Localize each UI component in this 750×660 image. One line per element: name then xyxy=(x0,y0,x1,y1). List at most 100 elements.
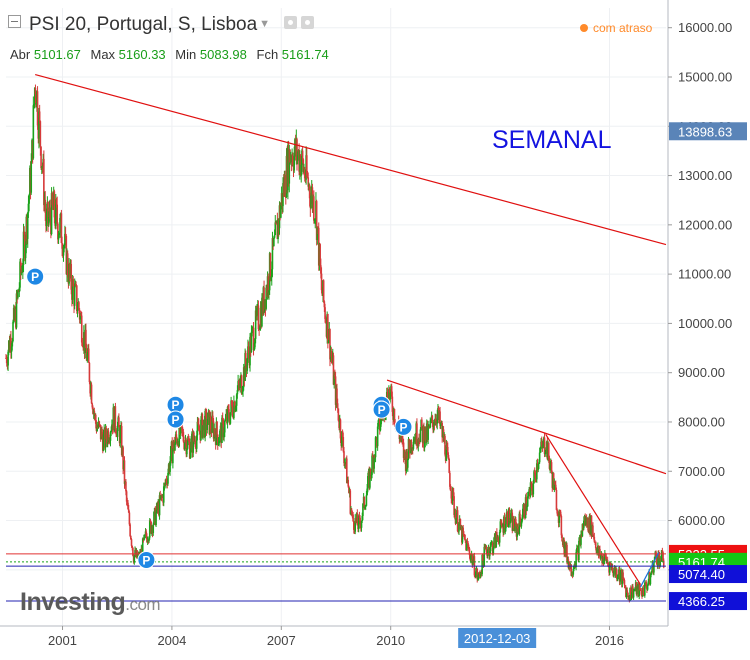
candle-body xyxy=(244,353,246,381)
candle-body xyxy=(252,327,255,351)
candle-body xyxy=(102,434,105,451)
pivot-marker[interactable] xyxy=(166,410,185,429)
candle-body xyxy=(609,563,612,565)
candle-body xyxy=(230,400,232,413)
candle-body xyxy=(267,276,270,293)
candle-body xyxy=(358,515,361,518)
candle-body xyxy=(193,432,195,441)
candle-body xyxy=(11,341,14,347)
instrument-title[interactable]: PSI 20, Portugal, S, Lisboa xyxy=(29,14,258,35)
candle-body xyxy=(251,328,253,332)
candle-body xyxy=(452,488,455,497)
chevron-down-icon[interactable]: ▼ xyxy=(259,18,271,30)
candle-body xyxy=(519,513,521,521)
candle-body xyxy=(246,358,249,371)
candle-body xyxy=(90,384,93,404)
candle-body xyxy=(485,545,488,552)
candle-body xyxy=(174,434,177,444)
pivot-marker-label: P xyxy=(142,553,150,567)
candle-body xyxy=(127,509,130,513)
status-dot-icon xyxy=(580,24,588,32)
pivot-marker[interactable] xyxy=(372,400,391,419)
candle-body xyxy=(526,496,529,507)
candle-body xyxy=(265,287,267,309)
pivot-marker[interactable] xyxy=(26,267,45,286)
candle-body xyxy=(149,520,152,522)
crosshair-date-label: 2012-12-03 xyxy=(464,631,531,646)
candle-body xyxy=(223,432,225,438)
candle-body xyxy=(650,572,652,575)
candle-body xyxy=(533,471,535,484)
candle-body xyxy=(236,390,239,395)
candle-body xyxy=(169,461,171,472)
candle-body xyxy=(289,149,291,163)
candle-body xyxy=(7,351,9,366)
trendline[interactable] xyxy=(545,433,641,585)
candle-body xyxy=(17,290,19,298)
candle-body xyxy=(123,460,126,484)
candle-body xyxy=(247,346,250,354)
candle-body xyxy=(333,375,335,385)
candle-body xyxy=(202,425,204,438)
candle-body xyxy=(655,557,658,565)
candle-body xyxy=(645,581,648,587)
candle-body xyxy=(306,155,308,176)
candle-body xyxy=(380,413,382,425)
pivot-marker[interactable] xyxy=(394,417,413,436)
candle-body xyxy=(593,536,596,542)
candle-body xyxy=(522,508,524,519)
candle-body xyxy=(348,486,350,494)
ohlc-close-value: 5161.74 xyxy=(281,47,329,62)
collapse-icon[interactable] xyxy=(8,15,21,28)
candle-body xyxy=(555,489,558,510)
candle-body xyxy=(224,418,227,421)
candle-body xyxy=(492,548,495,554)
candle-body xyxy=(361,515,364,522)
trendline[interactable] xyxy=(386,379,667,475)
candle-body xyxy=(401,435,403,440)
candle-body xyxy=(653,561,655,573)
candle-body xyxy=(544,453,547,455)
candle-body xyxy=(505,517,507,529)
candle-body xyxy=(605,556,608,562)
candle-body xyxy=(508,508,511,524)
trendline[interactable] xyxy=(35,73,667,246)
gear-icon[interactable] xyxy=(301,16,315,29)
candle-body xyxy=(76,309,79,312)
candle-body xyxy=(62,246,65,256)
candle-body xyxy=(54,199,57,226)
candle-body xyxy=(510,513,512,521)
candle-body xyxy=(197,421,199,424)
candle-body xyxy=(320,273,323,291)
candle-body xyxy=(133,555,136,563)
candle-body xyxy=(482,554,484,561)
candle-body xyxy=(55,199,58,205)
candle-body xyxy=(22,231,25,265)
plot-area[interactable] xyxy=(6,8,666,626)
candle-body xyxy=(51,193,54,205)
pivot-marker[interactable] xyxy=(137,550,156,569)
candle-body xyxy=(334,375,336,377)
candle-body xyxy=(465,541,468,551)
candle-body xyxy=(539,449,542,453)
candle-body xyxy=(47,201,49,224)
candle-body xyxy=(93,410,96,416)
candle-body xyxy=(478,572,481,574)
candle-body xyxy=(435,418,437,422)
candle-body xyxy=(115,429,117,435)
candle-body xyxy=(514,518,516,532)
candle-body xyxy=(534,473,537,480)
candle-body xyxy=(162,486,165,503)
candle-body xyxy=(307,177,310,187)
candle-body xyxy=(592,535,595,537)
candle-body xyxy=(374,437,377,458)
trendline[interactable] xyxy=(639,552,660,588)
candle-body xyxy=(486,550,489,556)
eye-icon[interactable] xyxy=(284,16,298,29)
candle-body xyxy=(209,416,212,430)
candle-body xyxy=(356,513,359,526)
candle-body xyxy=(240,375,243,394)
candle-body xyxy=(622,578,625,581)
candle-body xyxy=(217,442,220,446)
